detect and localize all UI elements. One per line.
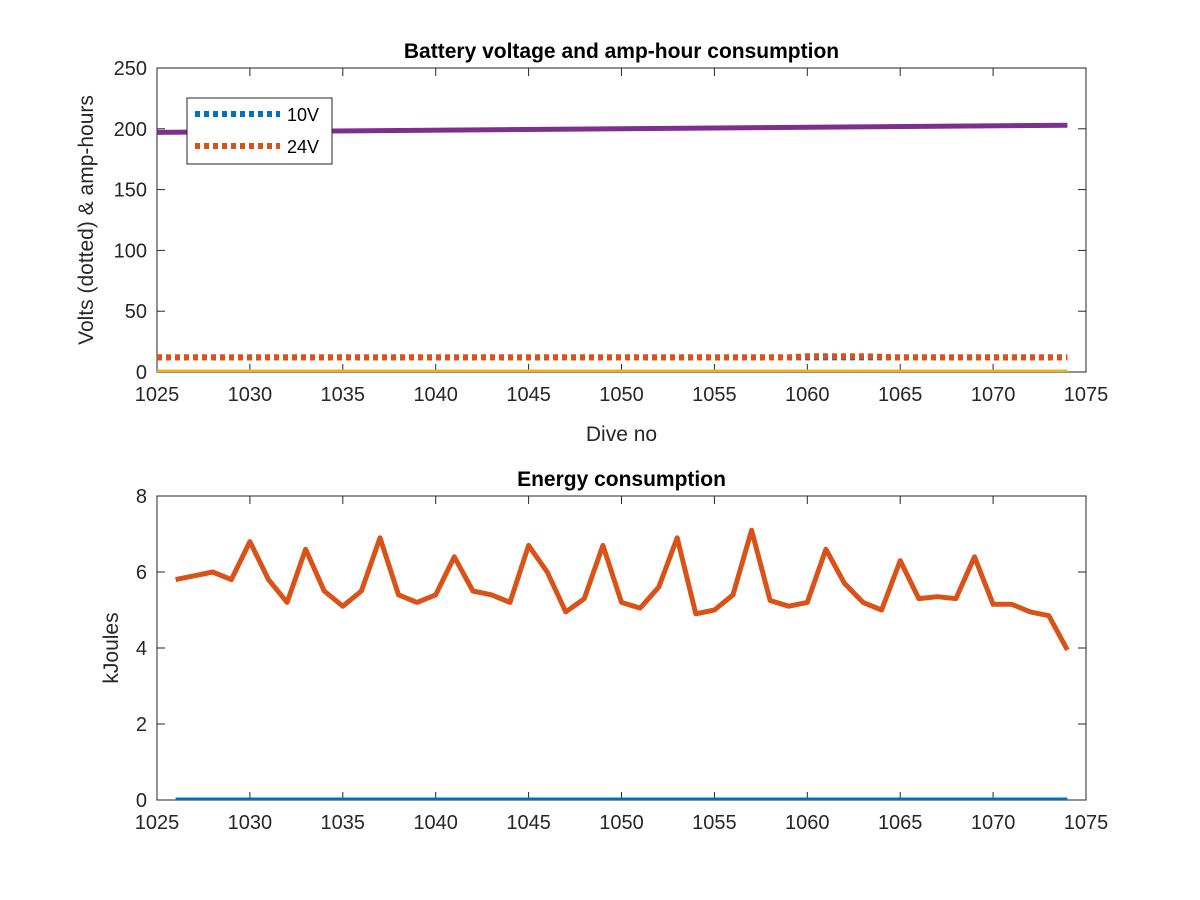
chart-title: Battery voltage and amp-hour consumption — [404, 40, 839, 63]
legend-entry: 10V — [287, 105, 319, 125]
x-tick-label: 1075 — [1064, 384, 1109, 406]
x-tick-label: 1060 — [785, 384, 830, 406]
x-tick-label: 1040 — [413, 812, 458, 834]
axes-box — [156, 495, 1087, 801]
y-tick-label: 200 — [114, 119, 147, 141]
series-line-24v — [157, 353, 1068, 361]
x-tick-label: 1040 — [413, 384, 458, 406]
chart-title: Energy consumption — [517, 468, 726, 491]
y-tick-label: 0 — [136, 790, 147, 812]
legend: 10V 24V — [186, 97, 333, 165]
x-tick-label: 1055 — [692, 812, 737, 834]
x-tick-label: 1050 — [599, 812, 644, 834]
y-tick-label: 100 — [114, 240, 147, 262]
y-axis-label: Volts (dotted) & amp-hours — [75, 95, 98, 345]
y-tick-label: 4 — [136, 638, 147, 660]
bottom-chart: 1025 1030 1035 1040 1045 1050 1055 1060 1065 1070… — [100, 468, 1108, 834]
y-tick-label: 250 — [114, 58, 147, 80]
x-tick-label: 1045 — [506, 384, 551, 406]
legend-box — [186, 97, 333, 165]
y-axis-label: kJoules — [100, 612, 123, 683]
y-tick-label: 50 — [125, 301, 147, 323]
x-tick-label: 1035 — [321, 384, 366, 406]
legend-entry: 24V — [287, 137, 319, 157]
x-tick-label: 1065 — [878, 812, 923, 834]
x-tick-label: 1030 — [228, 812, 273, 834]
x-tick-label: 1025 — [135, 384, 180, 406]
series-group — [175, 527, 1070, 800]
y-tick-label: 8 — [136, 486, 147, 508]
x-tick-label: 1070 — [971, 812, 1016, 834]
x-tick-label: 1030 — [228, 384, 273, 406]
x-tick-label: 1035 — [321, 812, 366, 834]
x-axis-label: Dive no — [586, 423, 657, 446]
x-tick-label: 1060 — [785, 812, 830, 834]
y-tick-label: 0 — [136, 362, 147, 384]
y-tick-label: 2 — [136, 714, 147, 736]
x-tick-label: 1050 — [599, 384, 644, 406]
x-tick-label: 1070 — [971, 384, 1016, 406]
top-chart: 1025 1030 1035 1040 1045 1050 1055 1060 1065 1070… — [75, 40, 1108, 446]
y-tick-label: 6 — [136, 562, 147, 584]
x-tick-label: 1075 — [1064, 812, 1109, 834]
x-tick-label: 1055 — [692, 384, 737, 406]
x-tick-label: 1025 — [135, 812, 180, 834]
x-tick-label: 1065 — [878, 384, 923, 406]
series-line-0 — [175, 527, 1070, 652]
y-tick-label: 150 — [114, 180, 147, 202]
x-tick-label: 1045 — [506, 812, 551, 834]
